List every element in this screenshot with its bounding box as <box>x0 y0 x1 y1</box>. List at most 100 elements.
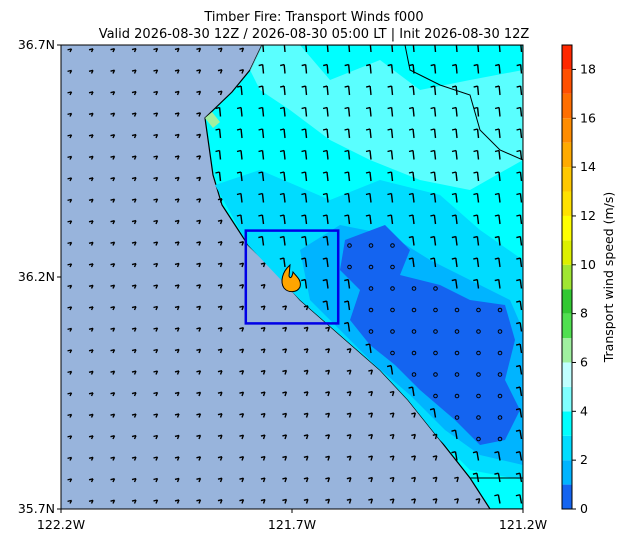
barb-flag <box>516 63 521 67</box>
barb-staff <box>519 150 523 160</box>
barb-flag <box>88 478 94 481</box>
barb-staff <box>434 498 438 504</box>
barb-flag <box>153 90 158 94</box>
barb-flag <box>346 498 352 501</box>
barb-flag <box>346 455 352 458</box>
barb-flag <box>67 435 72 438</box>
barb-flag <box>174 305 180 309</box>
barb-flag <box>282 348 287 351</box>
barb-flag <box>217 90 223 93</box>
barb-staff <box>519 107 523 117</box>
calm-marker <box>433 329 438 334</box>
barb-flag <box>174 413 180 416</box>
barb-flag <box>236 214 242 217</box>
barb-flag <box>153 47 158 51</box>
barb-staff <box>218 128 222 139</box>
barb-flag <box>260 455 266 459</box>
barb-flag <box>131 477 137 481</box>
barb-flag <box>174 112 180 115</box>
barb-flag <box>454 498 459 501</box>
barb-staff <box>283 85 286 96</box>
barb-staff <box>218 150 222 160</box>
barb-flag <box>282 412 287 416</box>
barb-flag <box>408 149 414 153</box>
barb-staff <box>347 64 351 74</box>
barb-flag <box>279 149 285 153</box>
barb-flag <box>365 128 371 131</box>
colorbar-tick-label: 4 <box>580 403 588 418</box>
barb-staff <box>476 451 480 461</box>
barb-flag <box>279 214 285 217</box>
barb-flag <box>110 306 115 309</box>
colorbar-band <box>562 460 572 485</box>
barb-flag <box>365 192 371 196</box>
barb-staff <box>519 322 523 332</box>
barb-flag <box>472 472 478 475</box>
barb-flag <box>239 262 244 265</box>
barb-flag <box>516 257 521 260</box>
barb-flag <box>67 263 72 266</box>
barb-flag <box>301 278 306 282</box>
barb-flag <box>196 219 201 222</box>
barb-flag <box>303 455 309 459</box>
barb-staff <box>412 171 415 182</box>
barb-staff <box>454 451 458 461</box>
barb-flag <box>196 327 201 330</box>
barb-flag <box>451 257 456 260</box>
barb-flag <box>387 85 392 88</box>
barb-flag <box>153 133 158 137</box>
barb-flag <box>368 390 373 394</box>
barb-flag <box>239 434 244 437</box>
barb-staff <box>261 128 265 139</box>
calm-marker <box>476 307 481 313</box>
calm-marker <box>411 350 417 356</box>
barb-flag <box>408 386 413 389</box>
barb-flag <box>473 149 478 153</box>
barb-flag <box>110 478 115 481</box>
calm-marker <box>497 415 503 420</box>
barb-staff <box>519 494 523 504</box>
barb-flag <box>282 326 287 330</box>
barb-flag <box>279 106 285 110</box>
barb-flag <box>131 284 137 287</box>
barb-flag <box>258 149 263 153</box>
barb-flag <box>174 327 180 330</box>
calm-marker <box>454 350 460 356</box>
barb-flag <box>282 498 287 502</box>
contour-lowest <box>340 225 520 445</box>
barb-flag <box>131 391 137 395</box>
barb-flag <box>239 47 244 50</box>
barb-flag <box>258 85 263 88</box>
domain-box <box>244 229 340 325</box>
barb-flag <box>344 128 349 131</box>
barb-flag <box>110 91 115 94</box>
x-tick-label: 122.2W <box>37 517 85 532</box>
barb-staff <box>498 128 501 139</box>
barb-flag <box>174 155 180 158</box>
subtitle: Valid 2026-08-30 12Z / 2026-08-30 05:00 … <box>99 27 530 42</box>
colorbar-tick-label: 18 <box>580 61 596 76</box>
colorbar-tick-label: 6 <box>580 354 588 369</box>
barb-flag <box>67 327 72 331</box>
barb-flag <box>280 43 284 44</box>
y-tick-label: 36.7N <box>18 37 55 52</box>
barb-staff <box>476 107 480 117</box>
barb-flag <box>67 499 72 503</box>
barb-flag <box>88 155 94 158</box>
barb-staff <box>390 171 394 182</box>
barb-staff <box>434 434 438 440</box>
calm-marker <box>497 393 503 399</box>
x-tick-label: 121.7W <box>268 517 316 532</box>
barb-flag <box>239 412 244 416</box>
barb-staff <box>455 171 458 182</box>
barb-flag <box>386 364 392 368</box>
barb-flag <box>322 171 328 174</box>
calm-marker <box>390 264 395 270</box>
barb-flag <box>196 69 201 72</box>
calm-marker <box>476 393 481 399</box>
calm-marker <box>390 286 395 291</box>
barb-staff <box>390 150 394 160</box>
calm-marker <box>476 329 481 334</box>
barb-staff <box>368 343 372 354</box>
barb-staff <box>283 236 286 246</box>
